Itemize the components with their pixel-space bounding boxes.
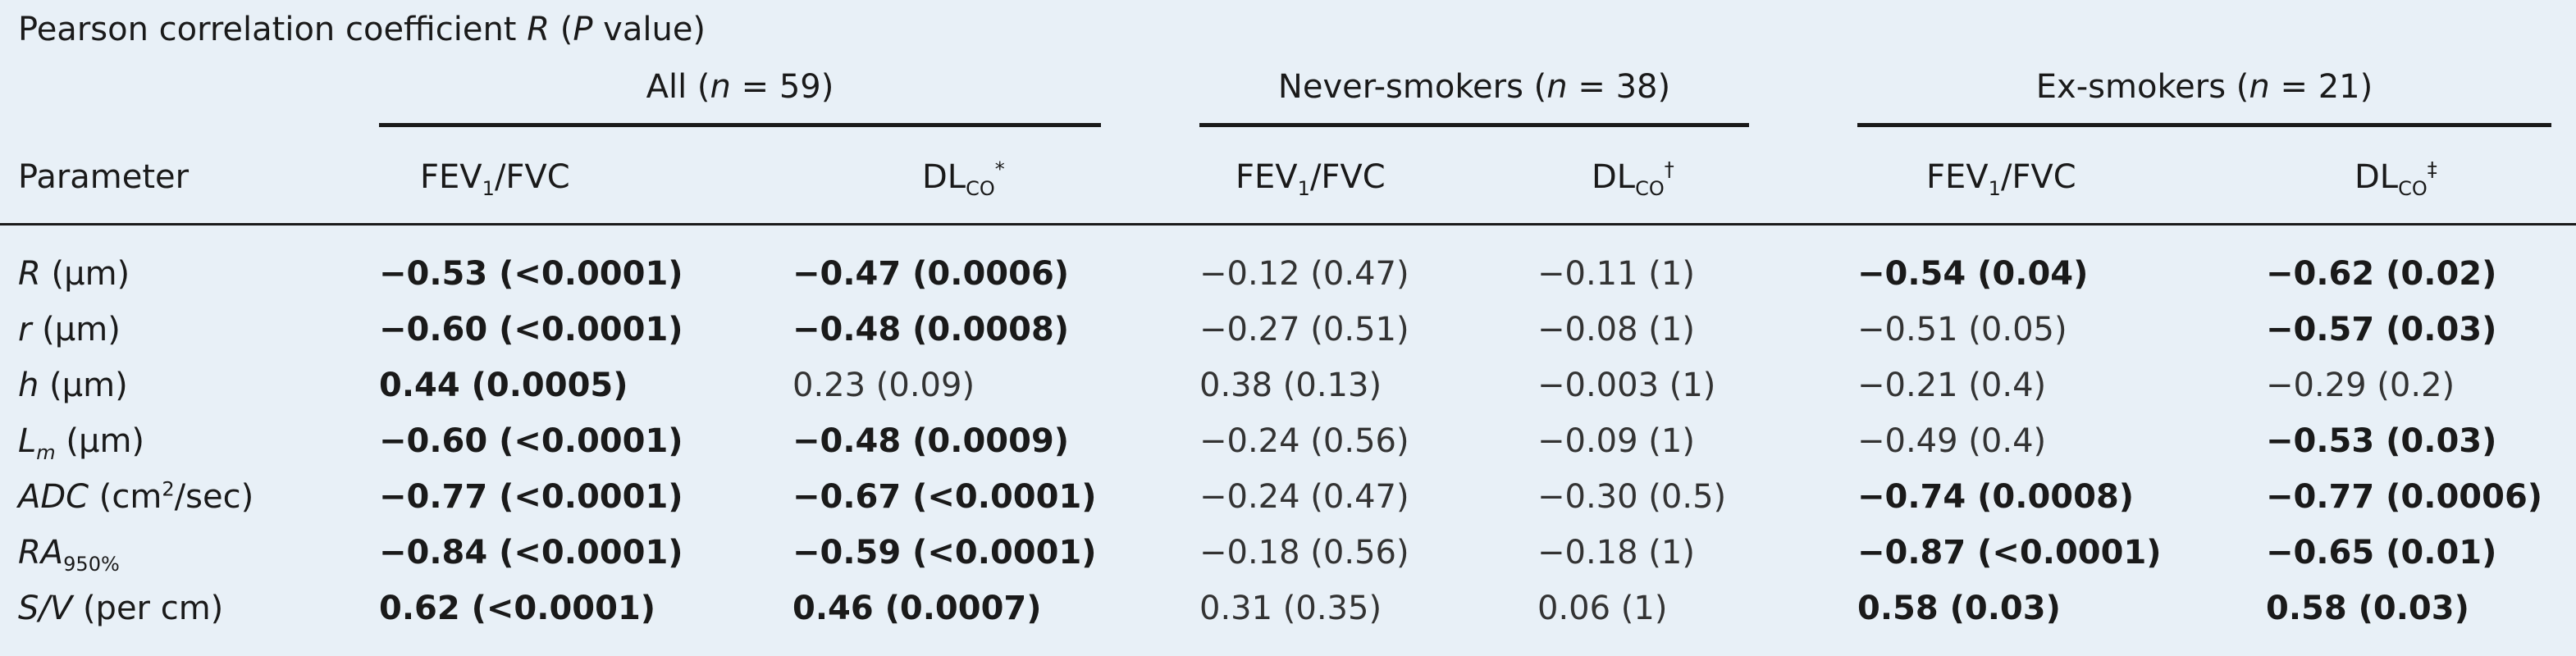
table-cell: 0.31 (0.35) <box>1199 590 1382 627</box>
table-cell: −0.24 (0.56) <box>1199 422 1409 460</box>
table-row-ADC: ADC (cm2/sec) −0.77 (<0.0001) −0.67 (<0.… <box>0 469 2576 525</box>
table-row-R: R (μm) −0.53 (<0.0001) −0.47 (0.0006) −0… <box>0 246 2576 302</box>
table-cell: −0.18 (0.56) <box>1199 534 1409 572</box>
column-header-parameter: Parameter <box>18 158 190 196</box>
table-cell: 0.38 (0.13) <box>1199 367 1382 404</box>
table-cell: −0.003 (1) <box>1537 367 1716 404</box>
table-row-SV: S/V (per cm) 0.62 (<0.0001) 0.46 (0.0007… <box>0 581 2576 636</box>
table-cell: −0.74 (0.0008) <box>1857 478 2135 516</box>
row-label-h: h (μm) <box>18 367 128 404</box>
table-cell: −0.77 (<0.0001) <box>379 478 683 516</box>
table-cell: −0.49 (0.4) <box>1857 422 2047 460</box>
table-cell: 0.06 (1) <box>1537 590 1668 627</box>
table-cell: −0.30 (0.5) <box>1537 478 1727 516</box>
row-label-R: R (μm) <box>18 255 130 293</box>
row-label-SV: S/V (per cm) <box>18 590 224 627</box>
caption-P: P <box>573 11 593 48</box>
table-cell: −0.18 (1) <box>1537 534 1695 572</box>
caption-R: R <box>527 11 550 48</box>
table-cell: −0.12 (0.47) <box>1199 255 1409 293</box>
row-label-RA950: RA950% <box>18 534 120 576</box>
table-cell: −0.47 (0.0006) <box>792 255 1070 293</box>
table-cell: 0.62 (<0.0001) <box>379 590 656 627</box>
table-cell: −0.77 (0.0006) <box>2266 478 2543 516</box>
table-cell: −0.84 (<0.0001) <box>379 534 683 572</box>
group-rule-ex-smokers <box>1857 123 2551 127</box>
table-cell: −0.09 (1) <box>1537 422 1695 460</box>
group-rule-never-smokers <box>1199 123 1749 127</box>
column-header-dlco-never: DLCO† <box>1592 157 1674 200</box>
table-cell: −0.21 (0.4) <box>1857 367 2047 404</box>
table-cell: −0.59 (<0.0001) <box>792 534 1097 572</box>
row-label-Lm: Lm (μm) <box>18 422 145 464</box>
group-header-ex-smokers: Ex-smokers (n = 21) <box>2035 68 2373 106</box>
table-cell: −0.87 (<0.0001) <box>1857 534 2162 572</box>
column-header-fev1-fvc-all: FEV1/FVC <box>420 158 570 200</box>
table-cell: 0.44 (0.0005) <box>379 367 628 404</box>
table-cell: −0.48 (0.0009) <box>792 422 1070 460</box>
table-cell: −0.57 (0.03) <box>2266 311 2497 348</box>
table-cell: −0.08 (1) <box>1537 311 1695 348</box>
table-cell: −0.67 (<0.0001) <box>792 478 1097 516</box>
group-header-never-smokers: Never-smokers (n = 38) <box>1277 68 1671 106</box>
table-row-RA950: RA950% −0.84 (<0.0001) −0.59 (<0.0001) −… <box>0 525 2576 581</box>
table-cell: −0.27 (0.51) <box>1199 311 1409 348</box>
table-cell: −0.53 (<0.0001) <box>379 255 683 293</box>
table-caption: Pearson correlation coefficient R (P val… <box>18 7 706 52</box>
column-header-dlco-all: DLCO* <box>922 157 1005 200</box>
header-rule <box>0 223 2576 226</box>
table-cell: −0.48 (0.0008) <box>792 311 1070 348</box>
table-row-Lm: Lm (μm) −0.60 (<0.0001) −0.48 (0.0009) −… <box>0 413 2576 469</box>
column-header-dlco-ex: DLCO‡ <box>2354 157 2437 200</box>
table-cell: −0.60 (<0.0001) <box>379 311 683 348</box>
group-rule-all <box>379 123 1101 127</box>
table-cell: 0.58 (0.03) <box>2266 590 2469 627</box>
table-cell: 0.23 (0.09) <box>792 367 975 404</box>
table-cell: −0.62 (0.02) <box>2266 255 2497 293</box>
caption-paren: ( <box>550 11 573 48</box>
table-cell: 0.46 (0.0007) <box>792 590 1042 627</box>
caption-text-after: value) <box>592 11 706 48</box>
table-row-r: r (μm) −0.60 (<0.0001) −0.48 (0.0008) −0… <box>0 302 2576 358</box>
table-cell: −0.54 (0.04) <box>1857 255 2089 293</box>
table-cell: −0.60 (<0.0001) <box>379 422 683 460</box>
table-cell: −0.53 (0.03) <box>2266 422 2497 460</box>
table-cell: −0.51 (0.05) <box>1857 311 2067 348</box>
table-cell: 0.58 (0.03) <box>1857 590 2061 627</box>
table-cell: −0.24 (0.47) <box>1199 478 1409 516</box>
table-row-h: h (μm) 0.44 (0.0005) 0.23 (0.09) 0.38 (0… <box>0 358 2576 413</box>
table-cell: −0.29 (0.2) <box>2266 367 2455 404</box>
column-header-fev1-fvc-never: FEV1/FVC <box>1235 158 1386 200</box>
caption-text: Pearson correlation coefficient <box>18 11 528 48</box>
row-label-ADC: ADC (cm2/sec) <box>18 477 254 516</box>
table-cell: −0.65 (0.01) <box>2266 534 2497 572</box>
table-cell: −0.11 (1) <box>1537 255 1695 293</box>
column-header-fev1-fvc-ex: FEV1/FVC <box>1926 158 2076 200</box>
group-header-all: All (n = 59) <box>646 68 834 106</box>
row-label-r: r (μm) <box>18 311 121 348</box>
